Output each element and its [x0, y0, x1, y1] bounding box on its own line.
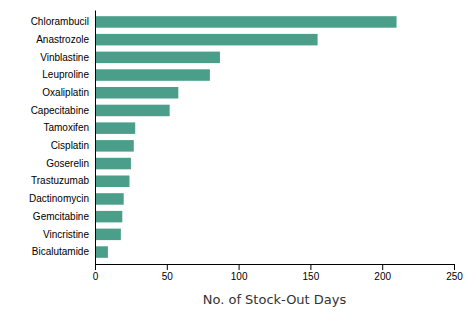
bar — [95, 69, 210, 81]
x-tick: 50 — [162, 264, 174, 282]
y-tick: Anastrozole — [36, 34, 95, 45]
y-tick-label: Chlorambucil — [31, 16, 89, 27]
bar — [95, 229, 121, 241]
y-tick-label: Tamoxifen — [43, 122, 89, 133]
x-tick-mark — [454, 264, 455, 270]
y-tick-label: Leuproline — [42, 69, 89, 80]
y-tick-label: Oxaliplatin — [42, 87, 89, 98]
bar — [95, 246, 108, 258]
y-tick-label: Goserelin — [46, 158, 89, 169]
bar — [95, 34, 318, 46]
x-tick-label: 250 — [446, 271, 463, 282]
bars — [95, 16, 397, 258]
y-tick-label: Trastuzumab — [31, 175, 89, 186]
bar — [95, 211, 122, 223]
y-tick-label: Gemcitabine — [33, 211, 90, 222]
x-tick-mark — [167, 264, 168, 270]
x-tick-label: 100 — [231, 271, 248, 282]
bar — [95, 87, 178, 99]
y-tick-label: Vincristine — [43, 229, 89, 240]
x-tick-mark — [95, 264, 96, 270]
x-tick-label: 150 — [303, 271, 320, 282]
y-tick-label: Vinblastine — [40, 52, 89, 63]
bar — [95, 140, 134, 152]
x-tick-label: 200 — [374, 271, 391, 282]
y-tick: Dactinomycin — [29, 193, 95, 204]
bar — [95, 52, 220, 64]
x-tick: 0 — [93, 264, 99, 282]
y-tick: Gemcitabine — [33, 211, 95, 222]
x-tick-mark — [382, 264, 383, 270]
y-tick-label: Anastrozole — [36, 34, 89, 45]
y-axis: Chlorambucil Anastrozole Vinblastine Leupro… — [29, 11, 96, 265]
x-axis-title: No. of Stock-Out Days — [203, 292, 347, 307]
x-tick-mark — [310, 264, 311, 270]
y-tick-label: Dactinomycin — [29, 193, 89, 204]
bar — [95, 175, 129, 187]
y-axis-line — [95, 11, 96, 265]
x-axis: 0 50 100 150 200 250 — [93, 264, 464, 282]
y-tick: Tamoxifen — [43, 122, 95, 133]
y-tick: Vinblastine — [40, 52, 95, 63]
x-tick: 150 — [303, 264, 320, 282]
bar — [95, 122, 135, 134]
x-tick: 200 — [374, 264, 391, 282]
y-tick: Leuproline — [42, 69, 95, 80]
x-tick: 250 — [446, 264, 463, 282]
y-tick: Oxaliplatin — [42, 87, 95, 98]
bar — [95, 158, 131, 170]
y-tick: Goserelin — [46, 158, 95, 169]
y-tick: Vincristine — [43, 229, 95, 240]
plot: 0 50 100 150 200 250 Chlorambucil Anastrozole Vi… — [29, 11, 463, 283]
y-tick-label: Capecitabine — [31, 105, 90, 116]
y-tick: Trastuzumab — [31, 175, 95, 186]
y-tick-label: Cisplatin — [51, 140, 89, 151]
bar — [95, 105, 170, 117]
x-tick-label: 50 — [162, 271, 174, 282]
x-tick-mark — [239, 264, 240, 270]
bar — [95, 16, 397, 28]
x-axis-line — [96, 265, 455, 271]
y-tick-label: Bicalutamide — [32, 246, 90, 257]
y-tick: Capecitabine — [31, 105, 95, 116]
x-tick-label: 0 — [93, 271, 99, 282]
x-tick: 100 — [231, 264, 248, 282]
bar — [95, 193, 124, 205]
y-tick: Bicalutamide — [32, 246, 95, 257]
y-tick: Chlorambucil — [31, 16, 95, 27]
y-tick: Cisplatin — [51, 140, 95, 151]
chart: 0 50 100 150 200 250 Chlorambucil Anastrozole Vi… — [0, 0, 474, 314]
